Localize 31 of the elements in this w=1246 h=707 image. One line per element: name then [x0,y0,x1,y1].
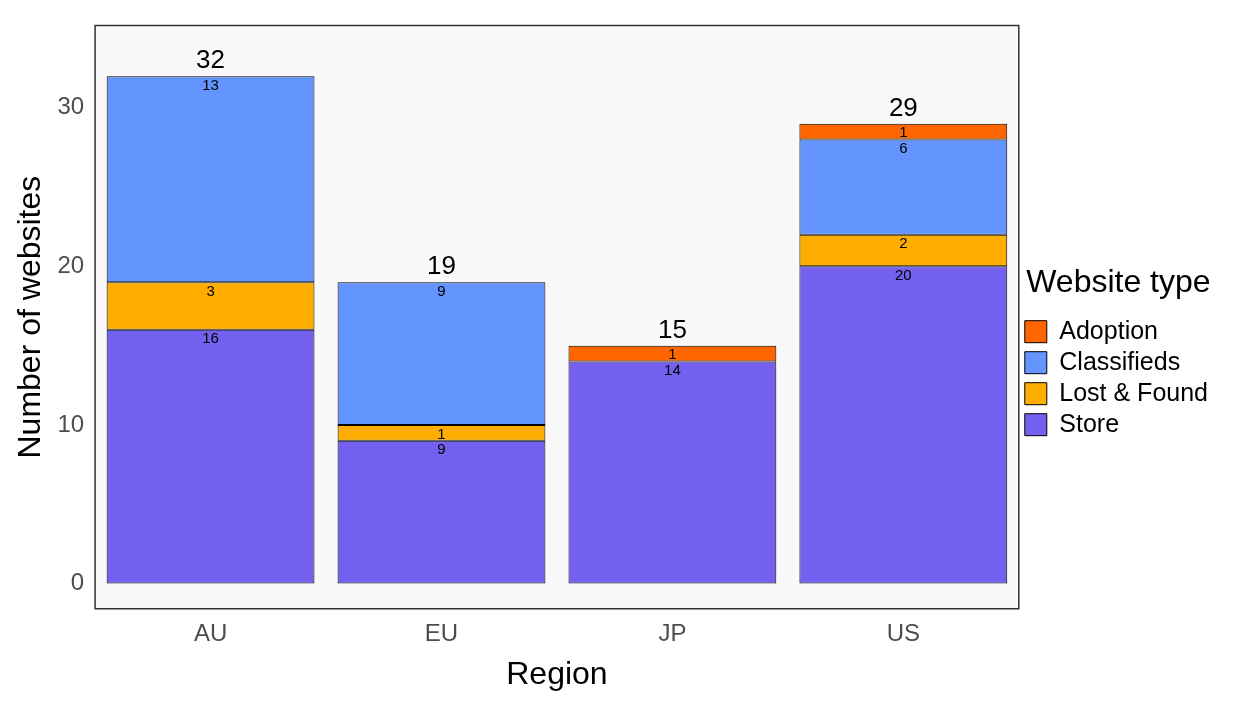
data-label: 9 [437,281,446,299]
total-label: 15 [657,313,687,344]
total-label: 32 [196,44,226,75]
legend-label: Lost & Found [1059,377,1209,406]
x-tick-label: JP [658,618,687,646]
total-label: 19 [427,250,456,281]
total-label: 29 [888,91,918,122]
data-label: 1 [668,345,677,363]
data-label: 13 [202,75,219,93]
legend-label: Adoption [1059,315,1158,344]
legend-label: Classifieds [1059,346,1181,375]
data-label: 9 [437,440,446,458]
y-tick-label: 10 [57,409,85,437]
y-tick-label: 30 [57,92,85,120]
x-tick-label: AU [193,618,228,646]
y-axis-title: Number of websites [11,175,48,459]
x-tick-label: US [886,618,920,646]
y-tick-label: 0 [70,568,85,596]
data-label: 1 [437,424,446,442]
y-tick-label: 20 [57,250,85,278]
x-axis-title: Region [506,654,608,691]
data-label: 16 [202,329,219,347]
legend-title: Website type [1026,262,1211,299]
data-label: 3 [206,281,215,299]
data-label: 6 [899,139,908,157]
legend-label: Store [1059,408,1120,437]
data-label: 20 [894,266,912,284]
data-label: 1 [899,123,908,141]
data-label: 14 [664,361,681,379]
x-tick-label: EU [424,618,459,646]
data-label: 2 [899,234,908,252]
